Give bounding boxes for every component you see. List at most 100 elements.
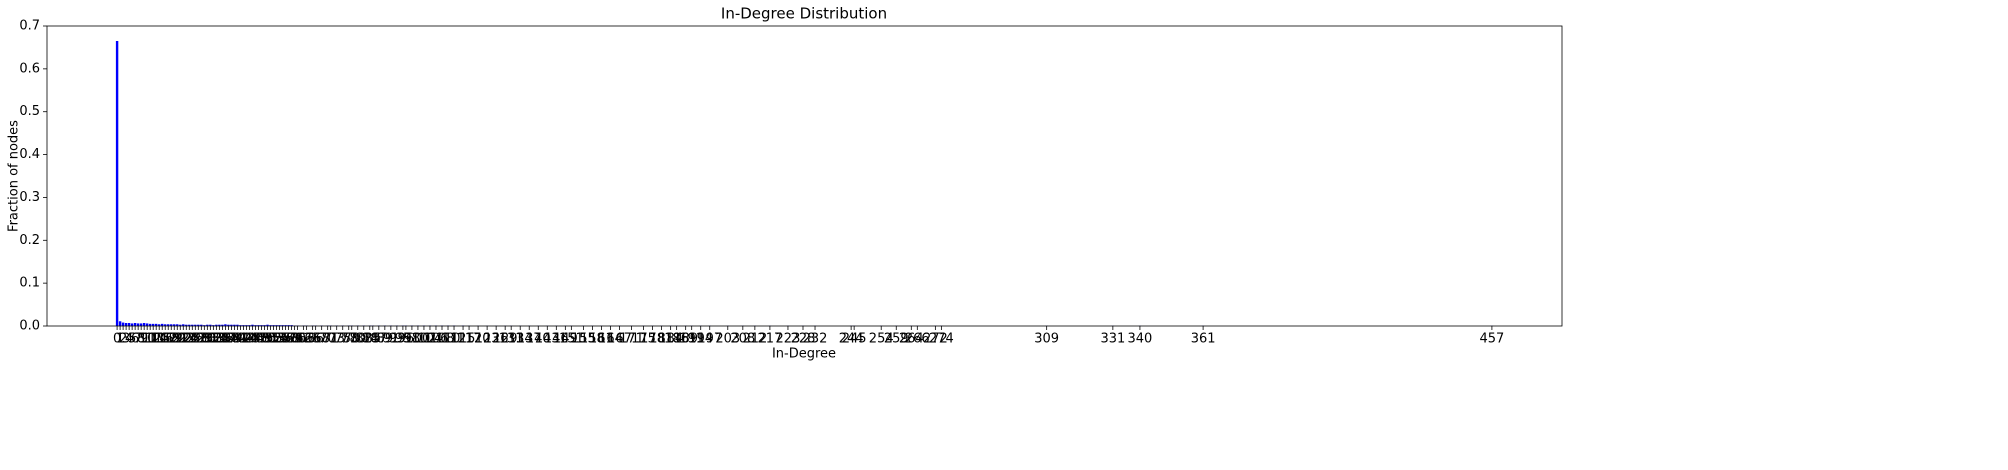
x-tick-label: 129	[493, 332, 518, 347]
x-tick-label: 3	[122, 332, 130, 347]
x-tick-label: 95	[395, 332, 412, 347]
bar	[263, 325, 266, 326]
bar	[185, 324, 188, 326]
x-tick-label: 24	[181, 332, 198, 347]
bar	[224, 324, 227, 326]
bar	[124, 323, 128, 326]
x-tick-label: 47	[250, 332, 267, 347]
x-tick-label: 171	[619, 332, 644, 347]
bar	[215, 324, 218, 326]
x-tick-label: 13	[148, 332, 165, 347]
bar	[151, 323, 155, 326]
x-tick-label: 155	[571, 332, 596, 347]
x-tick-label: 42	[235, 332, 252, 347]
x-tick-label: 331	[1100, 332, 1125, 347]
x-tick-label: 39	[226, 332, 243, 347]
x-tick-label: 26	[187, 332, 204, 347]
x-tick-label: 15	[154, 332, 171, 347]
x-tick-label: 78	[343, 332, 360, 347]
x-tick-label: 457	[1479, 332, 1504, 347]
x-tick-label: 58	[283, 332, 300, 347]
x-axis-label: In-Degree	[772, 347, 836, 362]
x-tick-label: 151	[559, 332, 584, 347]
x-tick-label: 44	[241, 332, 258, 347]
x-tick-label: 32	[205, 332, 222, 347]
x-tick-label: 7	[134, 332, 142, 347]
bar	[136, 323, 140, 326]
bar	[118, 321, 122, 326]
bar	[158, 324, 161, 326]
bar	[194, 324, 197, 326]
x-tick-label: 17	[160, 332, 177, 347]
bar	[290, 325, 293, 326]
x-tick-label: 4	[125, 332, 133, 347]
x-tick-label: 264	[899, 332, 924, 347]
bar	[221, 324, 224, 326]
x-tick-label: 46	[247, 332, 264, 347]
x-tick-label: 23	[178, 332, 195, 347]
x-tick-label: 137	[517, 332, 542, 347]
bar	[242, 325, 245, 326]
bar	[245, 325, 248, 326]
bar	[182, 324, 185, 326]
x-tick-label: 98	[404, 332, 421, 347]
bar	[272, 325, 275, 326]
bar	[218, 324, 221, 326]
y-tick-label: 0.1	[19, 276, 40, 291]
bar	[248, 325, 251, 326]
x-tick-label: 191	[679, 332, 704, 347]
x-tick-label: 106	[424, 332, 449, 347]
x-tick-label: 120	[466, 332, 491, 347]
x-tick-label: 181	[649, 332, 674, 347]
x-tick-label: 117	[457, 332, 482, 347]
bar	[233, 324, 236, 326]
x-tick-label: 309	[1034, 332, 1059, 347]
bar	[206, 324, 209, 326]
x-tick-label: 266	[905, 332, 930, 347]
x-tick-label: 158	[580, 332, 605, 347]
x-tick-label: 164	[598, 332, 623, 347]
x-tick-label: 108	[430, 332, 455, 347]
y-tick-label: 0.2	[19, 233, 40, 248]
x-tick-label: 54	[271, 332, 288, 347]
x-tick-label: 102	[412, 332, 437, 347]
x-tick-label: 30	[199, 332, 216, 347]
x-tick-label: 36	[217, 332, 234, 347]
x-tick-label: 65	[304, 332, 321, 347]
x-tick-label: 100	[406, 332, 431, 347]
bar	[197, 324, 200, 326]
x-tick-label: 91	[383, 332, 400, 347]
x-tick-label: 112	[442, 332, 467, 347]
bar	[203, 325, 206, 326]
x-tick-label: 48	[253, 332, 270, 347]
x-tick-label: 1	[116, 332, 124, 347]
x-tick-label: 149	[553, 332, 578, 347]
bar	[284, 325, 287, 326]
x-tick-label: 68	[313, 332, 330, 347]
bar	[278, 325, 281, 326]
y-tick-label: 0.4	[19, 147, 40, 162]
plot-frame	[46, 25, 1563, 327]
x-tick-label: 178	[640, 332, 665, 347]
x-tick-label: 35	[214, 332, 231, 347]
bar	[139, 323, 143, 326]
x-tick-label: 29	[196, 332, 213, 347]
bar	[115, 41, 119, 326]
x-tick-label: 20	[169, 332, 186, 347]
x-tick-label: 175	[631, 332, 656, 347]
bar	[179, 324, 182, 326]
x-tick-label: 34	[211, 332, 228, 347]
x-tick-label: 140	[526, 332, 551, 347]
bar	[133, 323, 137, 326]
x-tick-label: 25	[184, 332, 201, 347]
x-tick-label: 104	[418, 332, 443, 347]
x-tick-label: 31	[202, 332, 219, 347]
y-tick-label: 0.6	[19, 61, 40, 76]
x-tick-label: 53	[268, 332, 285, 347]
x-tick-label: 57	[280, 332, 297, 347]
x-tick-label: 131	[499, 332, 524, 347]
x-tick-label: 18	[163, 332, 180, 347]
x-tick-label: 77	[340, 332, 357, 347]
x-tick-label: 245	[842, 332, 867, 347]
